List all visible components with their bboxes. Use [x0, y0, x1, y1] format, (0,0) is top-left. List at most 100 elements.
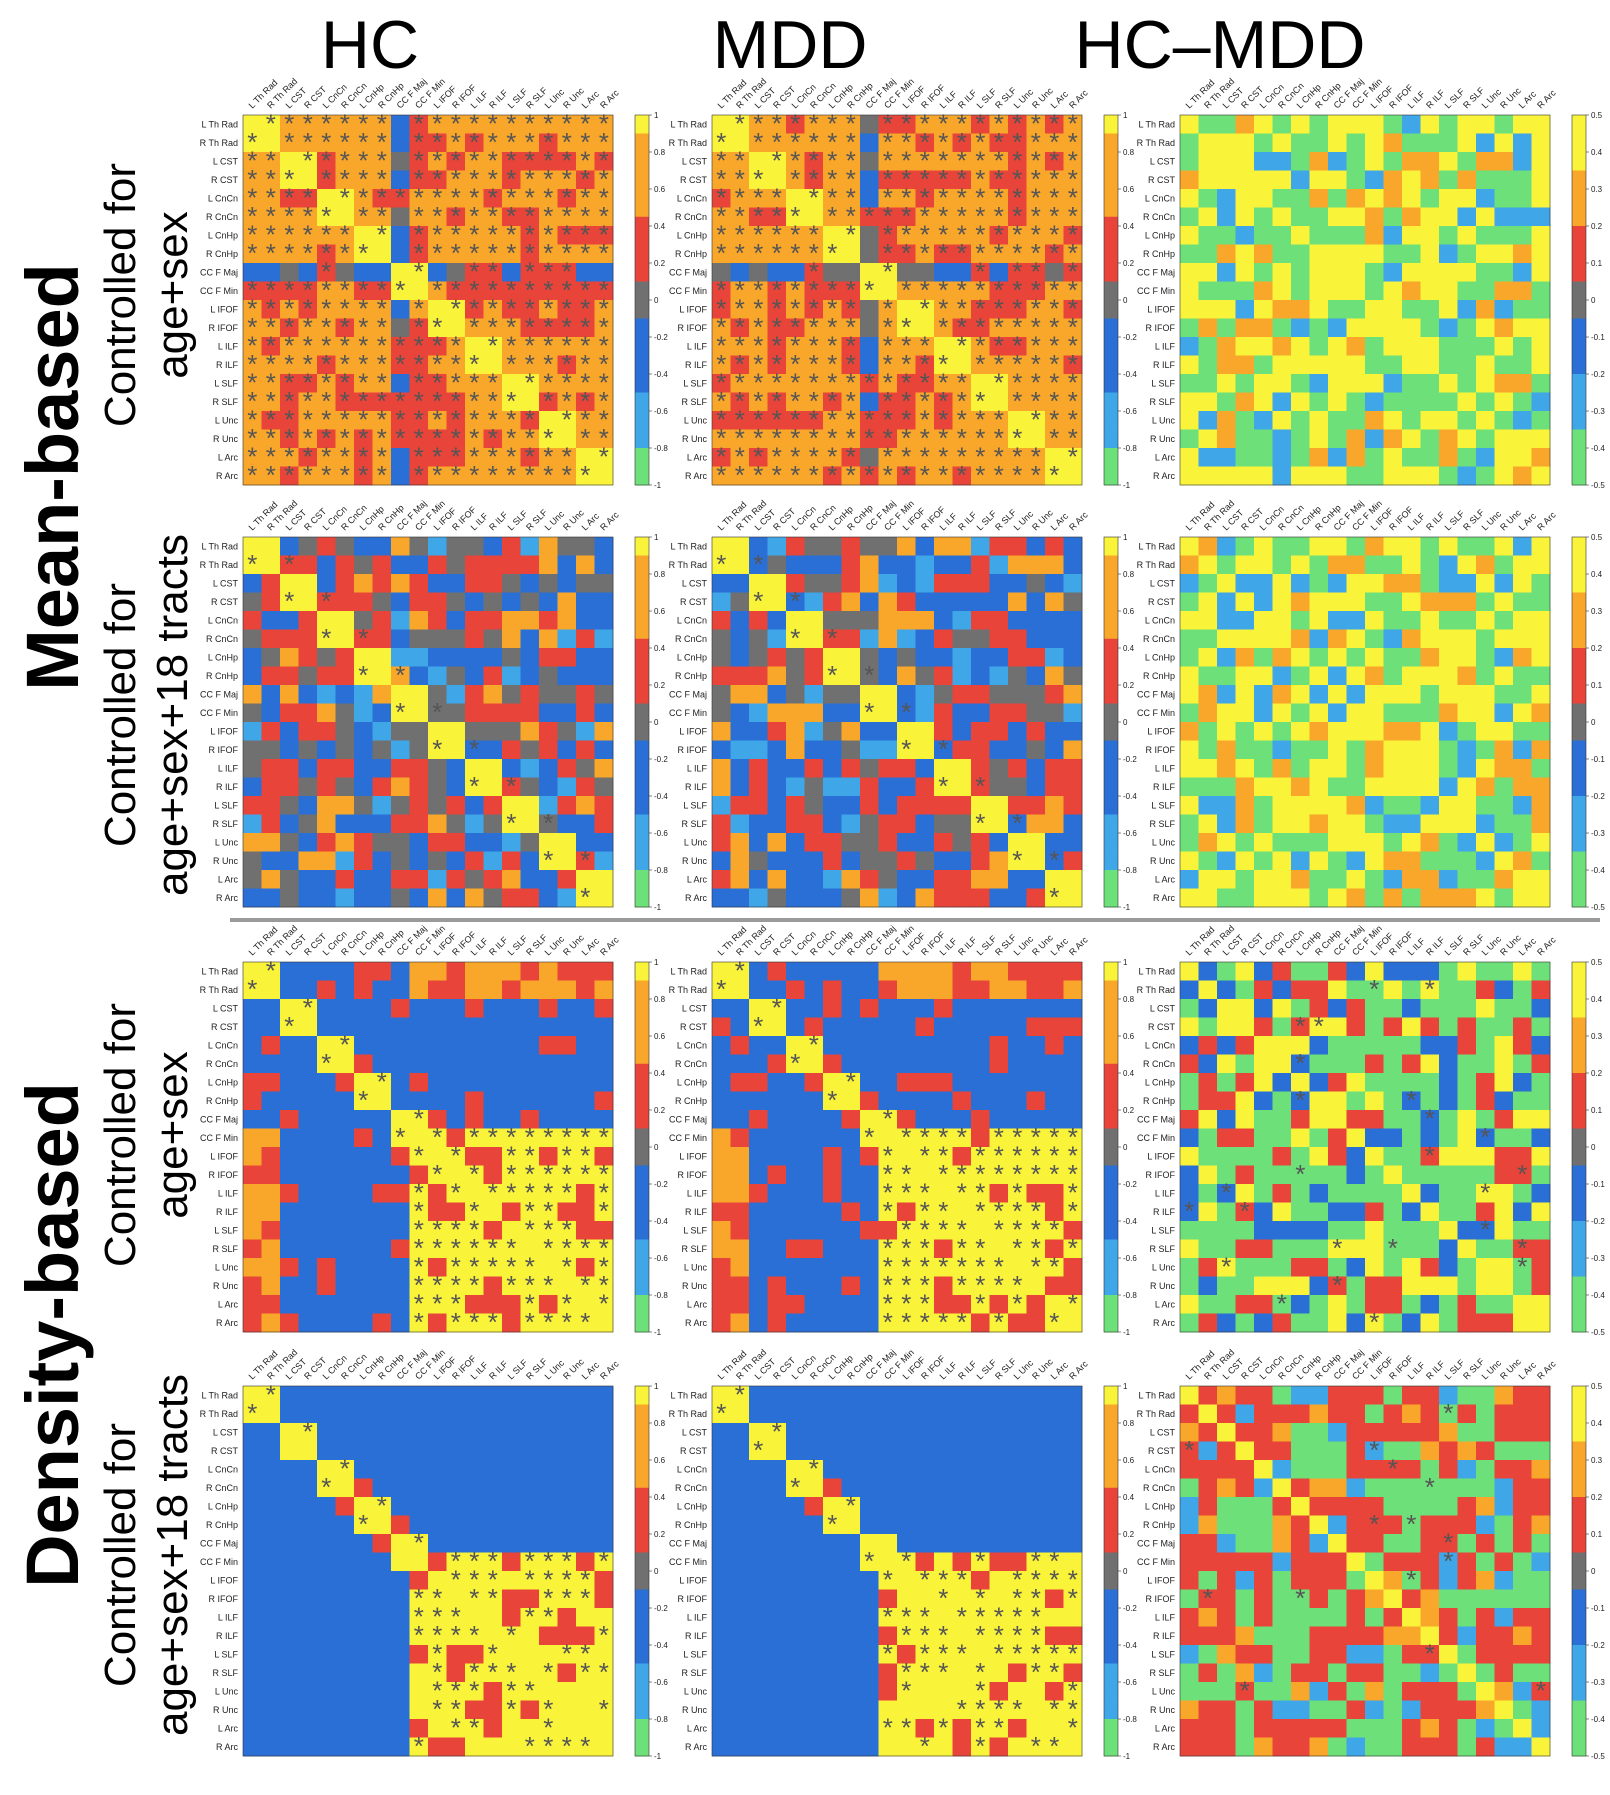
heatmap-cell [447, 778, 466, 797]
heatmap-cell [262, 1092, 281, 1111]
x-tick-label: L SLF [506, 933, 530, 957]
heatmap-cell [428, 1092, 447, 1111]
heatmap-cell [1384, 704, 1403, 723]
heatmap-cell [317, 833, 336, 852]
heatmap-cell [1421, 356, 1440, 375]
heatmap-cell [990, 833, 1009, 852]
heatmap-cell [749, 962, 768, 981]
heatmap-cell [768, 704, 787, 723]
heatmap-cell [1532, 556, 1551, 575]
y-tick-label: L CnHp [208, 1078, 238, 1088]
significance-marker: * [994, 238, 1004, 268]
heatmap-cell [576, 815, 595, 834]
heatmap-cell [1199, 319, 1218, 338]
significance-marker: * [1012, 386, 1022, 416]
heatmap-cell [1254, 411, 1273, 430]
heatmap-cell [749, 704, 768, 723]
heatmap-cell [786, 1295, 805, 1314]
heatmap-cell [1439, 115, 1458, 134]
significance-marker: * [883, 460, 893, 490]
heatmap-cell [1291, 393, 1310, 412]
heatmap-cell [916, 685, 935, 704]
heatmap-cell [1347, 226, 1366, 245]
panel-mean-hc: ****************************************… [200, 76, 669, 490]
heatmap-cell [712, 870, 731, 889]
heatmap-cell [484, 667, 503, 686]
colorbar-tick-label: -0.2 [1123, 333, 1137, 342]
heatmap-cell [879, 1018, 898, 1037]
heatmap-cell [1027, 759, 1046, 778]
heatmap-cell [1027, 833, 1046, 852]
heatmap-cell [1495, 852, 1514, 871]
x-tick-label: R Arc [598, 509, 621, 532]
heatmap-cell [1217, 171, 1236, 190]
heatmap-cell [447, 722, 466, 741]
heatmap-cell [595, 1018, 614, 1037]
heatmap-cell [243, 1073, 262, 1092]
heatmap-cell [1476, 171, 1495, 190]
heatmap-cell [447, 741, 466, 760]
heatmap-cell [317, 889, 336, 908]
y-tick-label: L IFOF [679, 727, 707, 737]
heatmap-cell [1532, 337, 1551, 356]
y-tick-label: R CST [211, 175, 239, 185]
heatmap-cell [447, 685, 466, 704]
heatmap-cell [842, 852, 861, 871]
significance-marker: * [772, 993, 782, 1023]
y-tick-label: R CnHp [206, 1096, 238, 1106]
heatmap-cell [712, 1110, 731, 1129]
heatmap-cell [539, 741, 558, 760]
heatmap-cell [336, 870, 355, 889]
colorbar-segment [1104, 537, 1118, 547]
heatmap-cell [299, 537, 318, 556]
heatmap-cell [749, 630, 768, 649]
heatmap-cell [243, 1277, 262, 1296]
significance-marker: * [957, 1270, 967, 1300]
significance-marker: * [790, 1048, 800, 1078]
heatmap-cell [521, 759, 540, 778]
heatmap-cell [410, 889, 429, 908]
heatmap-cell [953, 1092, 972, 1111]
heatmap-cell [1513, 430, 1532, 449]
heatmap-cell [990, 722, 1009, 741]
heatmap-cell [971, 741, 990, 760]
significance-marker: * [266, 109, 276, 139]
heatmap-cell [731, 796, 750, 815]
heatmap-cell [1347, 393, 1366, 412]
heatmap-cell [1365, 374, 1384, 393]
heatmap-cell [539, 722, 558, 741]
heatmap-cell [916, 962, 935, 981]
heatmap-cell [805, 704, 824, 723]
colorbar-tick-label: 0.6 [654, 1032, 666, 1041]
heatmap-cell [712, 1277, 731, 1296]
heatmap-cell [1384, 778, 1403, 797]
heatmap-cell [1180, 741, 1199, 760]
heatmap-cell [1458, 648, 1477, 667]
significance-marker: * [506, 808, 516, 838]
heatmap-cell [243, 611, 262, 630]
heatmap-cell [354, 537, 373, 556]
significance-marker: * [599, 1122, 609, 1152]
heatmap-cell [1254, 648, 1273, 667]
y-tick-label: L CnCn [1145, 616, 1175, 626]
heatmap-cell [860, 759, 879, 778]
colorbar-segment [635, 593, 649, 603]
heatmap-cell [1402, 852, 1421, 871]
heatmap-cell [539, 685, 558, 704]
colorbar-segment [1104, 1249, 1118, 1259]
heatmap-cell [373, 537, 392, 556]
heatmap-cell [786, 796, 805, 815]
heatmap-cell [731, 611, 750, 630]
heatmap-cell [576, 1036, 595, 1055]
heatmap-cell [484, 981, 503, 1000]
y-tick-label: L SLF [214, 801, 238, 811]
heatmap-cell [916, 537, 935, 556]
heatmap-cell [1384, 889, 1403, 908]
heatmap-cell [1273, 171, 1292, 190]
colorbar-segment [635, 1184, 649, 1194]
heatmap-cell [558, 870, 577, 889]
heatmap-cell [262, 815, 281, 834]
colorbar-segment [635, 657, 649, 667]
heatmap-cell [953, 889, 972, 908]
